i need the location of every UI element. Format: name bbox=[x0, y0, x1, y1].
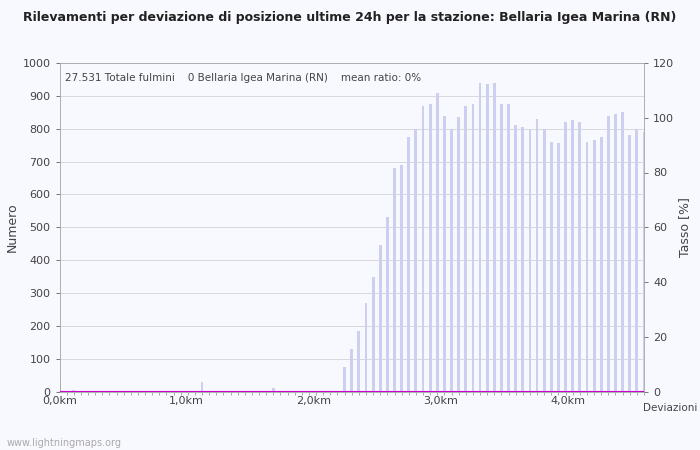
Bar bbox=[457, 117, 460, 392]
Bar bbox=[379, 245, 382, 392]
Bar bbox=[72, 390, 75, 392]
Y-axis label: Numero: Numero bbox=[6, 202, 18, 252]
Y-axis label: Tasso [%]: Tasso [%] bbox=[678, 197, 692, 257]
Bar bbox=[372, 276, 375, 392]
Bar bbox=[643, 132, 645, 392]
Text: Deviazioni: Deviazioni bbox=[643, 403, 697, 413]
Bar bbox=[607, 116, 610, 392]
Bar bbox=[421, 106, 424, 392]
Bar bbox=[365, 303, 368, 392]
Bar bbox=[393, 168, 396, 392]
Bar bbox=[629, 135, 631, 391]
Bar bbox=[493, 83, 496, 392]
Bar bbox=[486, 84, 489, 392]
Bar bbox=[429, 104, 432, 392]
Text: www.lightningmaps.org: www.lightningmaps.org bbox=[7, 438, 122, 448]
Bar bbox=[542, 129, 545, 392]
Bar bbox=[400, 165, 403, 392]
Bar bbox=[450, 129, 453, 392]
Bar bbox=[500, 104, 503, 392]
Bar bbox=[600, 137, 603, 392]
Bar bbox=[343, 367, 346, 392]
Bar bbox=[528, 130, 531, 392]
Bar bbox=[443, 116, 446, 392]
Bar bbox=[414, 129, 417, 392]
Bar bbox=[578, 122, 581, 392]
Bar bbox=[407, 137, 410, 392]
Bar bbox=[522, 127, 524, 392]
Text: 27.531 Totale fulmini    0 Bellaria Igea Marina (RN)    mean ratio: 0%: 27.531 Totale fulmini 0 Bellaria Igea Ma… bbox=[65, 73, 421, 83]
Bar bbox=[436, 93, 439, 392]
Bar bbox=[58, 382, 61, 392]
Bar bbox=[386, 217, 389, 392]
Bar bbox=[536, 119, 538, 392]
Bar bbox=[272, 387, 274, 392]
Bar bbox=[593, 140, 596, 392]
Bar bbox=[464, 106, 467, 392]
Bar bbox=[508, 104, 510, 392]
Bar bbox=[479, 83, 482, 392]
Bar bbox=[550, 142, 553, 392]
Bar bbox=[564, 122, 567, 392]
Bar bbox=[571, 121, 574, 392]
Bar bbox=[636, 129, 638, 392]
Bar bbox=[621, 112, 624, 392]
Bar bbox=[472, 104, 475, 392]
Bar bbox=[201, 382, 204, 392]
Bar bbox=[614, 114, 617, 392]
Bar bbox=[358, 331, 360, 392]
Bar bbox=[350, 349, 354, 392]
Bar bbox=[557, 144, 560, 392]
Bar bbox=[514, 126, 517, 392]
Bar bbox=[586, 142, 589, 392]
Text: Rilevamenti per deviazione di posizione ultime 24h per la stazione: Bellaria Ige: Rilevamenti per deviazione di posizione … bbox=[23, 11, 677, 24]
